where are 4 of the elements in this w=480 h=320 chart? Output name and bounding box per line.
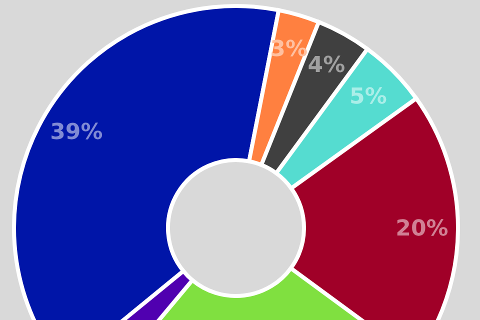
- data-label: 39%: [50, 120, 103, 145]
- data-label: 5%: [350, 84, 387, 110]
- data-label: 4%: [308, 52, 346, 78]
- data-label: 20%: [396, 216, 448, 242]
